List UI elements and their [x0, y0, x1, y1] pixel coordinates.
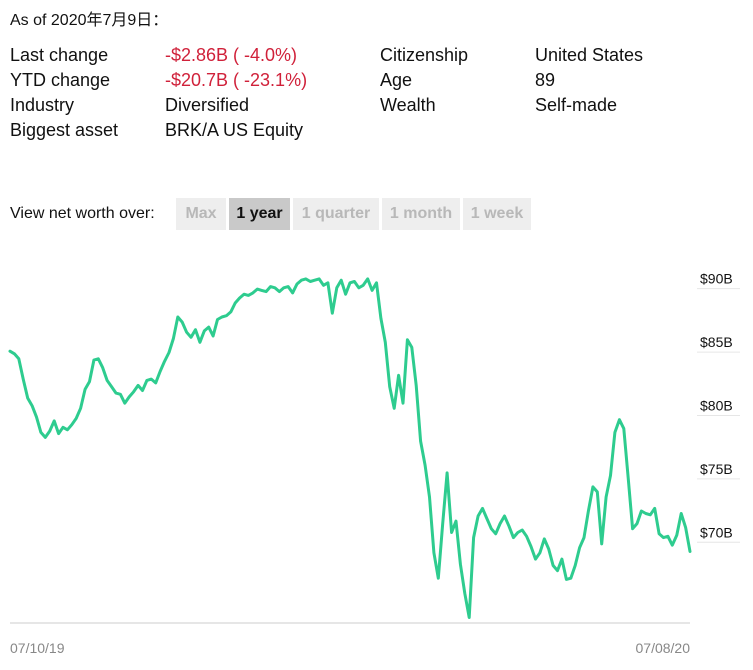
stat-value: Self-made	[535, 95, 618, 115]
range-button-max[interactable]: Max	[176, 198, 226, 230]
net-worth-series-line	[8, 277, 692, 619]
y-tick-label: $70B	[700, 524, 733, 540]
stats-row: Last change -$2.86B ( -4.0%) Citizenship…	[10, 45, 750, 70]
stat-label: Last change	[10, 45, 109, 65]
stat-value: -$20.7B ( -23.1%)	[165, 70, 308, 90]
range-button-1-quarter[interactable]: 1 quarter	[293, 198, 379, 230]
stat-label: Age	[380, 70, 413, 90]
stats-row: YTD change -$20.7B ( -23.1%) Age 89	[10, 70, 750, 95]
x-tick-label: 07/10/19	[10, 640, 65, 656]
range-button-1-year[interactable]: 1 year	[229, 198, 290, 230]
y-tick-label: $75B	[700, 461, 733, 477]
stat-value: BRK/A US Equity	[165, 120, 304, 140]
stat-value: -$2.86B ( -4.0%)	[165, 45, 298, 65]
x-tick-label: 07/08/20	[636, 640, 691, 656]
stats-row: Industry Diversified Wealth Self-made	[10, 95, 750, 120]
range-button-1-week[interactable]: 1 week	[463, 198, 531, 230]
y-tick-label: $90B	[700, 271, 733, 287]
net-worth-chart: $70B $75B $80B $85B $90B 07/10/19 07/08/20	[8, 271, 740, 656]
stat-value: Diversified	[165, 95, 250, 115]
range-selector: View net worth over: Max 1 year 1 quarte…	[10, 198, 750, 230]
range-button-1-month[interactable]: 1 month	[382, 198, 460, 230]
as-of-date: As of 2020年7月9日：	[10, 12, 169, 29]
stat-value: 89	[535, 70, 556, 90]
stat-label: YTD change	[10, 70, 111, 90]
stat-label: Wealth	[380, 95, 436, 115]
stats-table: Last change -$2.86B ( -4.0%) Citizenship…	[10, 45, 750, 145]
stat-label: Biggest asset	[10, 120, 119, 140]
stats-row: Biggest asset BRK/A US Equity	[10, 120, 750, 145]
stat-label: Citizenship	[380, 45, 469, 65]
y-tick-label: $85B	[700, 334, 733, 350]
y-tick-label: $80B	[700, 397, 733, 413]
range-label: View net worth over:	[10, 205, 155, 222]
stat-value: United States	[535, 45, 644, 65]
stat-label: Industry	[10, 95, 75, 115]
